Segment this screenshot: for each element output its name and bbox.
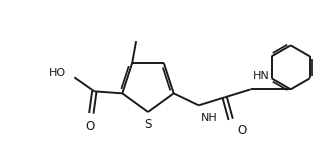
Text: S: S <box>144 118 152 131</box>
Text: O: O <box>86 120 95 133</box>
Text: NH: NH <box>201 113 217 123</box>
Text: HO: HO <box>49 68 66 78</box>
Text: HN: HN <box>253 71 269 81</box>
Text: O: O <box>238 124 247 137</box>
